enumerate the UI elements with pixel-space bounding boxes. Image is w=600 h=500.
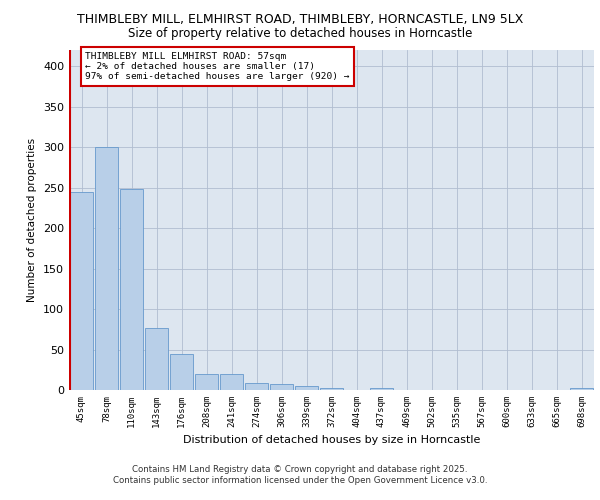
Bar xyxy=(269,384,293,390)
Text: Size of property relative to detached houses in Horncastle: Size of property relative to detached ho… xyxy=(128,28,472,40)
Bar xyxy=(170,354,193,390)
Bar xyxy=(194,374,218,390)
X-axis label: Distribution of detached houses by size in Horncastle: Distribution of detached houses by size … xyxy=(183,436,480,446)
Text: THIMBLEBY MILL ELMHIRST ROAD: 57sqm
← 2% of detached houses are smaller (17)
97%: THIMBLEBY MILL ELMHIRST ROAD: 57sqm ← 2%… xyxy=(85,52,350,82)
Bar xyxy=(145,328,169,390)
Bar xyxy=(220,374,244,390)
Bar xyxy=(569,388,593,390)
Bar xyxy=(119,189,143,390)
Bar xyxy=(295,386,319,390)
Text: Contains HM Land Registry data © Crown copyright and database right 2025.: Contains HM Land Registry data © Crown c… xyxy=(132,465,468,474)
Text: THIMBLEBY MILL, ELMHIRST ROAD, THIMBLEBY, HORNCASTLE, LN9 5LX: THIMBLEBY MILL, ELMHIRST ROAD, THIMBLEBY… xyxy=(77,12,523,26)
Bar xyxy=(245,382,268,390)
Bar xyxy=(95,147,118,390)
Text: Contains public sector information licensed under the Open Government Licence v3: Contains public sector information licen… xyxy=(113,476,487,485)
Y-axis label: Number of detached properties: Number of detached properties xyxy=(28,138,37,302)
Bar xyxy=(320,388,343,390)
Bar xyxy=(70,192,94,390)
Bar xyxy=(370,388,394,390)
